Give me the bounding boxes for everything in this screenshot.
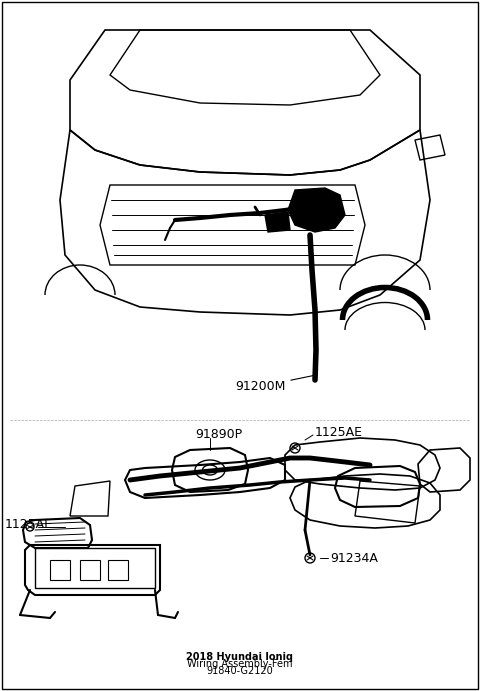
Polygon shape bbox=[265, 212, 290, 232]
Text: 2018 Hyundai Ioniq: 2018 Hyundai Ioniq bbox=[187, 652, 293, 662]
Text: 91200M: 91200M bbox=[235, 376, 313, 393]
Bar bbox=[80, 560, 100, 580]
Bar bbox=[50, 560, 70, 580]
Text: 91890P: 91890P bbox=[195, 428, 242, 442]
Text: 1125AE: 1125AE bbox=[5, 518, 53, 531]
Text: Wiring Assembly-Fem: Wiring Assembly-Fem bbox=[187, 659, 293, 669]
Bar bbox=[108, 560, 128, 580]
Text: 91840-G2120: 91840-G2120 bbox=[206, 666, 274, 676]
Polygon shape bbox=[288, 188, 345, 232]
Text: 91234A: 91234A bbox=[330, 551, 378, 565]
Text: 1125AE: 1125AE bbox=[315, 426, 363, 439]
